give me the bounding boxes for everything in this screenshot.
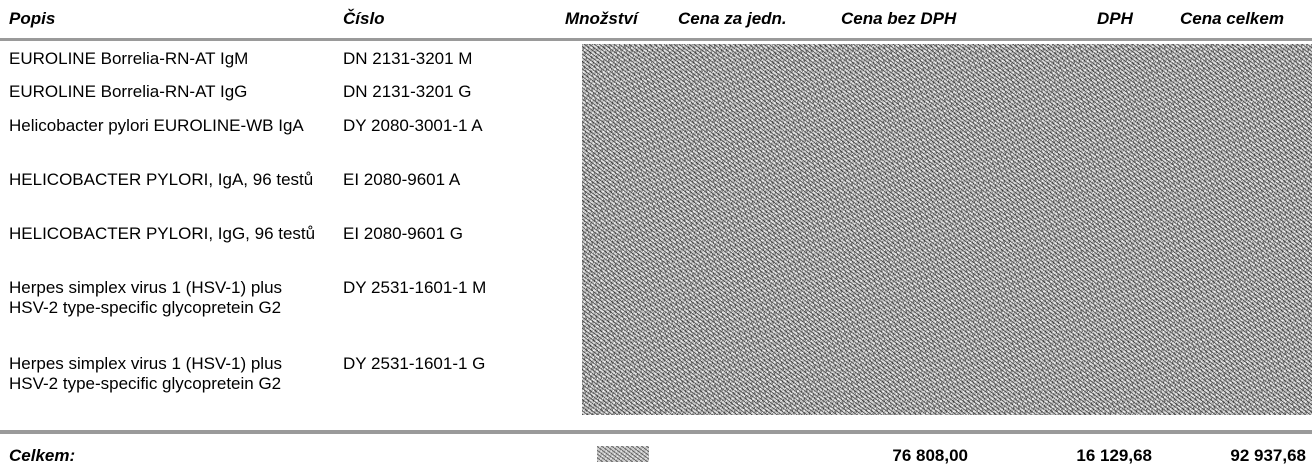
row-1-cislo: DN 2131-3201 M bbox=[343, 49, 473, 68]
row-3-cislo: DY 2080-3001-1 A bbox=[343, 116, 483, 135]
row-2-cislo: DN 2131-3201 G bbox=[343, 82, 472, 101]
row-7-cislo: DY 2531-1601-1 G bbox=[343, 354, 486, 373]
header-mnozstvi: Množství bbox=[565, 9, 638, 28]
header-cena-bez-dph: Cena bez DPH bbox=[841, 9, 957, 28]
header-cena-za-jedn: Cena za jedn. bbox=[678, 9, 787, 28]
header-popis: Popis bbox=[9, 9, 56, 28]
footer-dph: 16 129,68 bbox=[1076, 446, 1152, 465]
row-4-popis: HELICOBACTER PYLORI, IgA, 96 testů bbox=[9, 170, 314, 189]
row-1-popis: EUROLINE Borrelia-RN-AT IgM bbox=[9, 49, 249, 68]
row-6-cislo: DY 2531-1601-1 M bbox=[343, 278, 487, 297]
header-cislo: Číslo bbox=[343, 9, 385, 28]
table-header: Popis Číslo Množství Cena za jedn. Cena … bbox=[0, 0, 1312, 40]
row-5-cislo: EI 2080-9601 G bbox=[343, 224, 464, 243]
header-dph: DPH bbox=[1097, 9, 1133, 28]
row-7-popis: Herpes simplex virus 1 (HSV-1) plus HSV-… bbox=[9, 354, 283, 393]
footer-celkem-label: Celkem: bbox=[9, 446, 76, 465]
footer-divider bbox=[0, 430, 1312, 434]
redacted-price-area bbox=[582, 44, 1312, 415]
header-cena-celkem: Cena celkem bbox=[1180, 9, 1284, 28]
row-3-popis: Helicobacter pylori EUROLINE-WB IgA bbox=[9, 116, 304, 135]
row-5-popis: HELICOBACTER PYLORI, IgG, 96 testů bbox=[9, 224, 316, 243]
row-6-popis: Herpes simplex virus 1 (HSV-1) plus HSV-… bbox=[9, 278, 283, 317]
row-4-cislo: EI 2080-9601 A bbox=[343, 170, 461, 189]
header-divider bbox=[0, 38, 1312, 41]
footer-cena-bez-dph: 76 808,00 bbox=[892, 446, 968, 465]
footer-cena-celkem: 92 937,68 bbox=[1230, 446, 1306, 465]
redacted-quantity-total bbox=[597, 446, 649, 462]
row-2-popis: EUROLINE Borrelia-RN-AT IgG bbox=[9, 82, 248, 101]
